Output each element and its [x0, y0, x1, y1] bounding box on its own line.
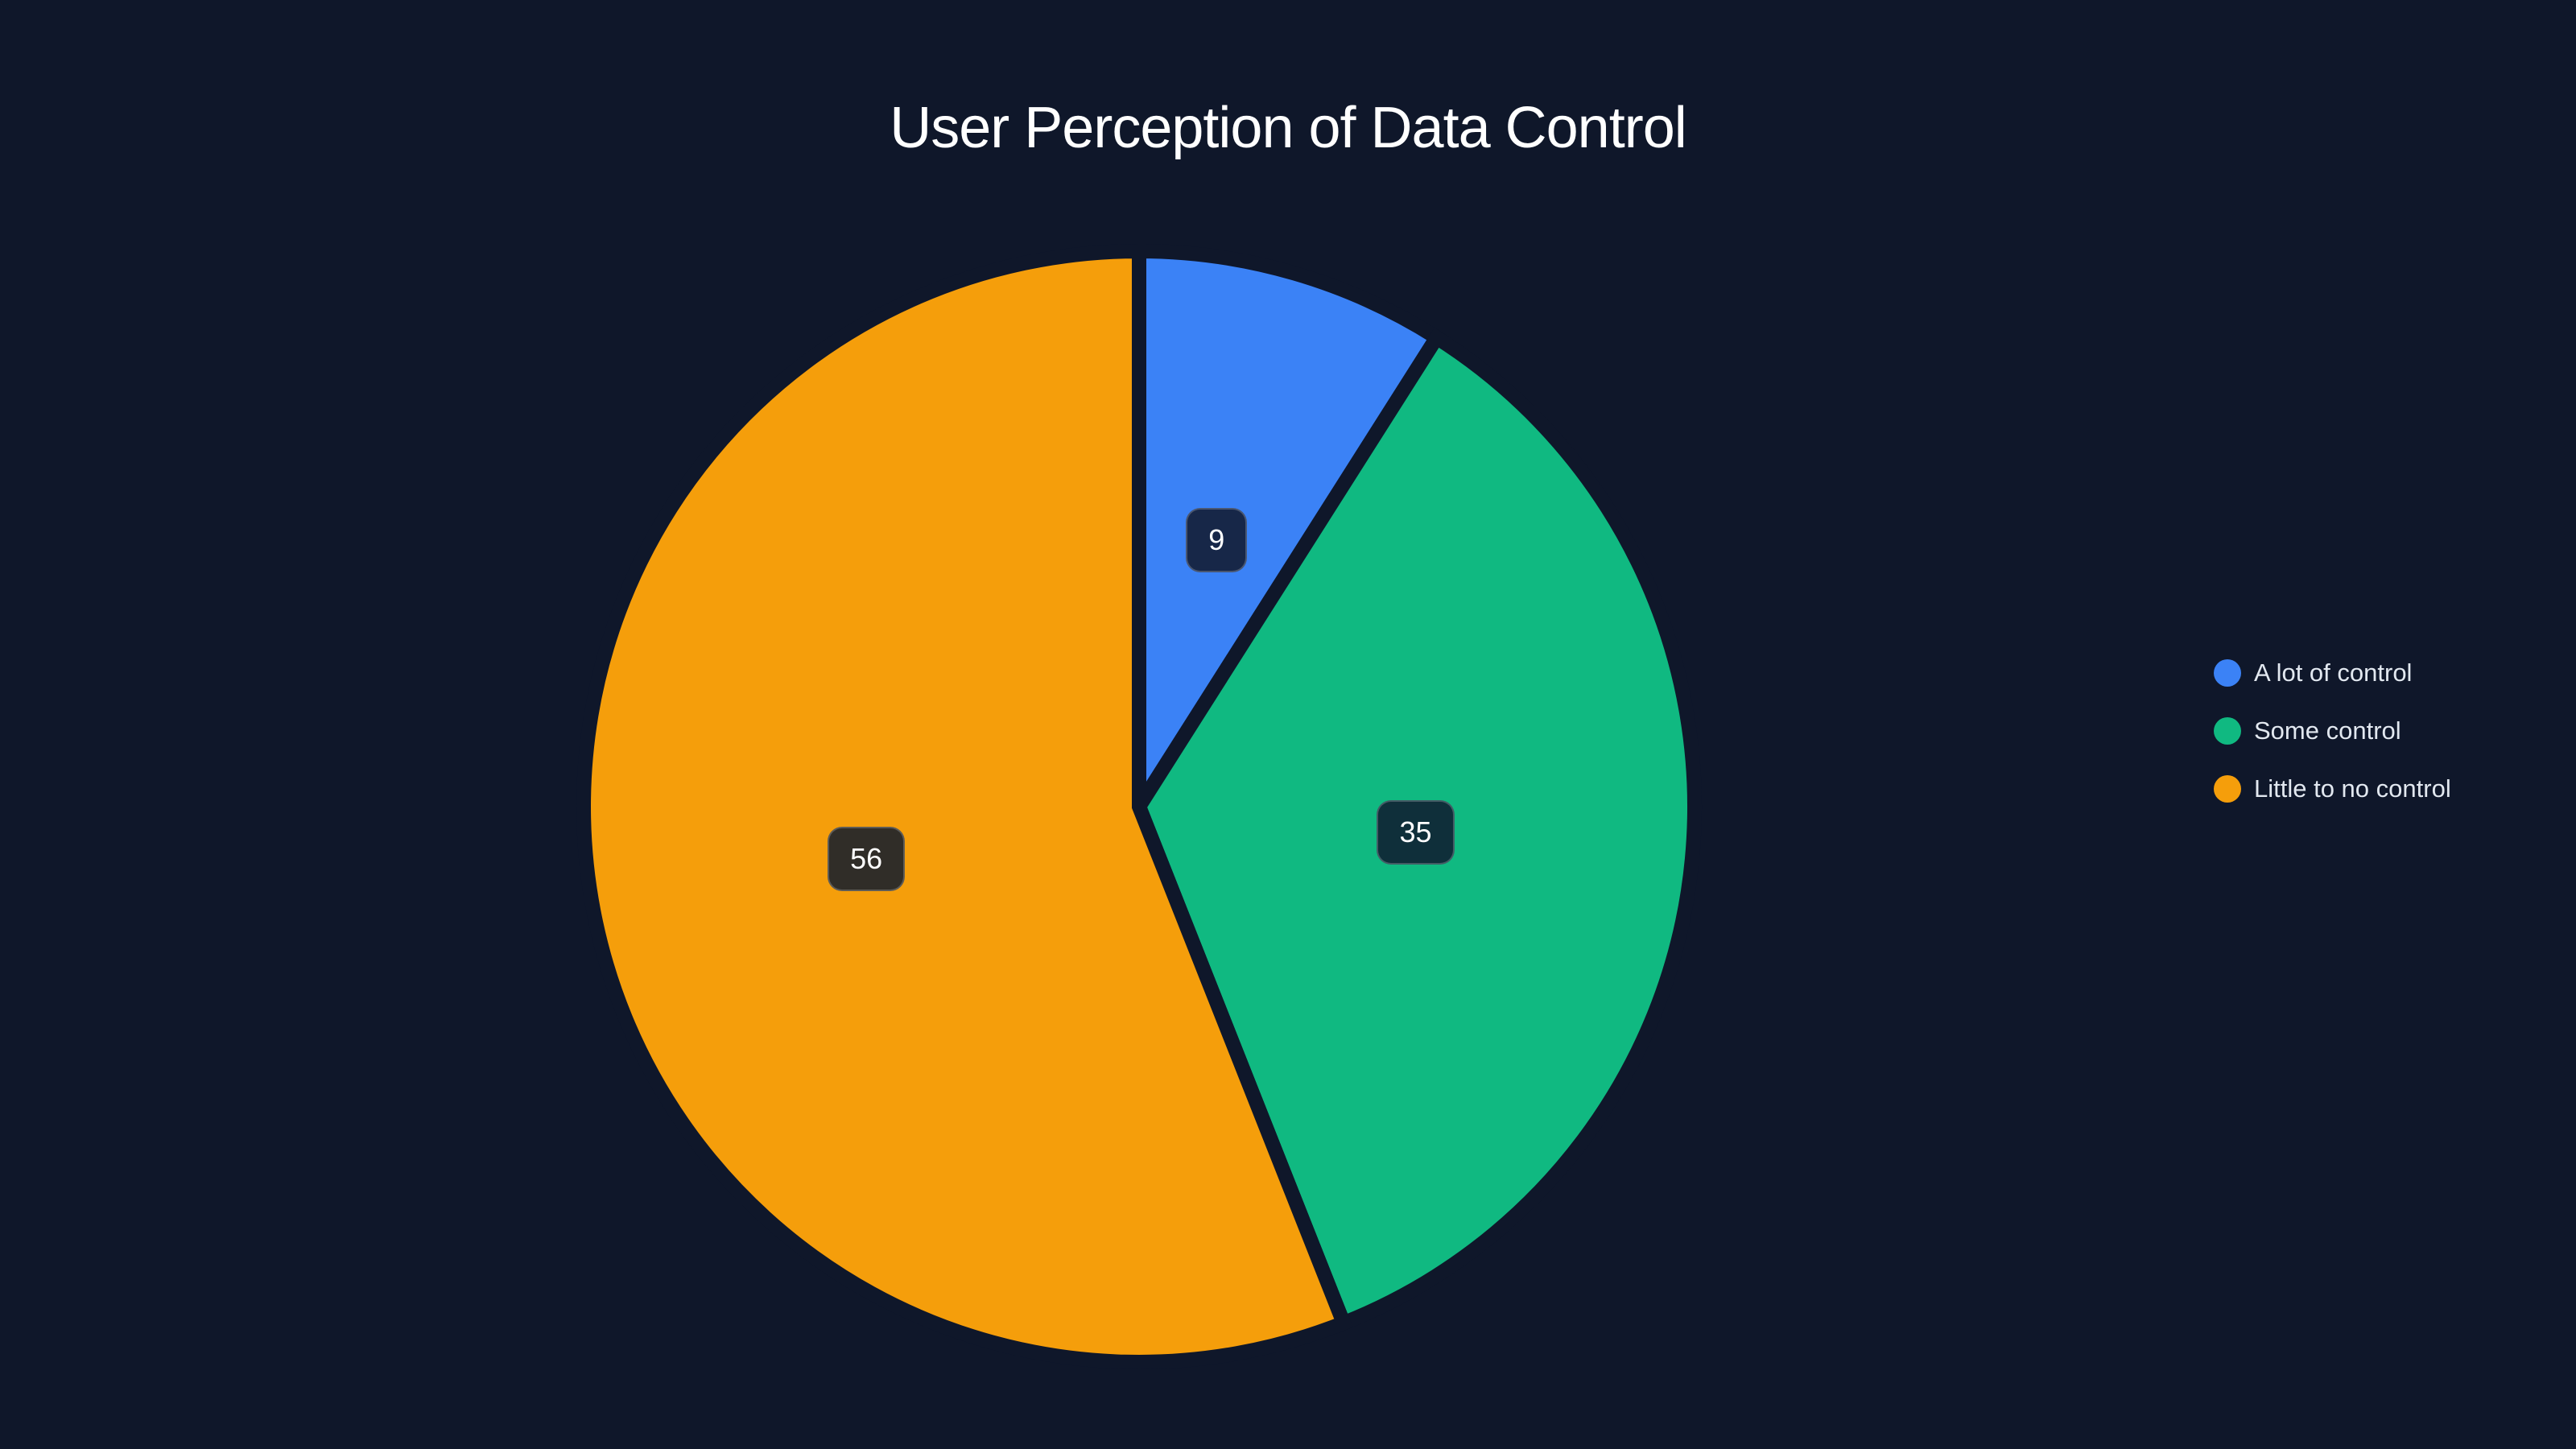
legend-dot-icon	[2214, 659, 2241, 687]
legend-item-a-lot-of-control[interactable]: A lot of control	[2214, 644, 2451, 702]
chart-title: User Perception of Data Control	[890, 96, 1686, 160]
legend-item-little-to-no-control[interactable]: Little to no control	[2214, 760, 2451, 818]
pie-slice-little-to-no-control[interactable]	[576, 243, 1353, 1369]
pie-slice-a-lot-of-control[interactable]	[1132, 243, 1447, 832]
data-label: 9	[1186, 507, 1248, 572]
data-label: 56	[828, 826, 906, 891]
legend-label: Some control	[2254, 716, 2401, 745]
legend-label: A lot of control	[2254, 658, 2413, 687]
legend-dot-icon	[2214, 717, 2241, 745]
data-label: 35	[1377, 800, 1455, 865]
legend: A lot of control Some control Little to …	[2214, 644, 2451, 818]
legend-item-some-control[interactable]: Some control	[2214, 702, 2451, 760]
legend-dot-icon	[2214, 775, 2241, 803]
legend-label: Little to no control	[2254, 774, 2451, 803]
